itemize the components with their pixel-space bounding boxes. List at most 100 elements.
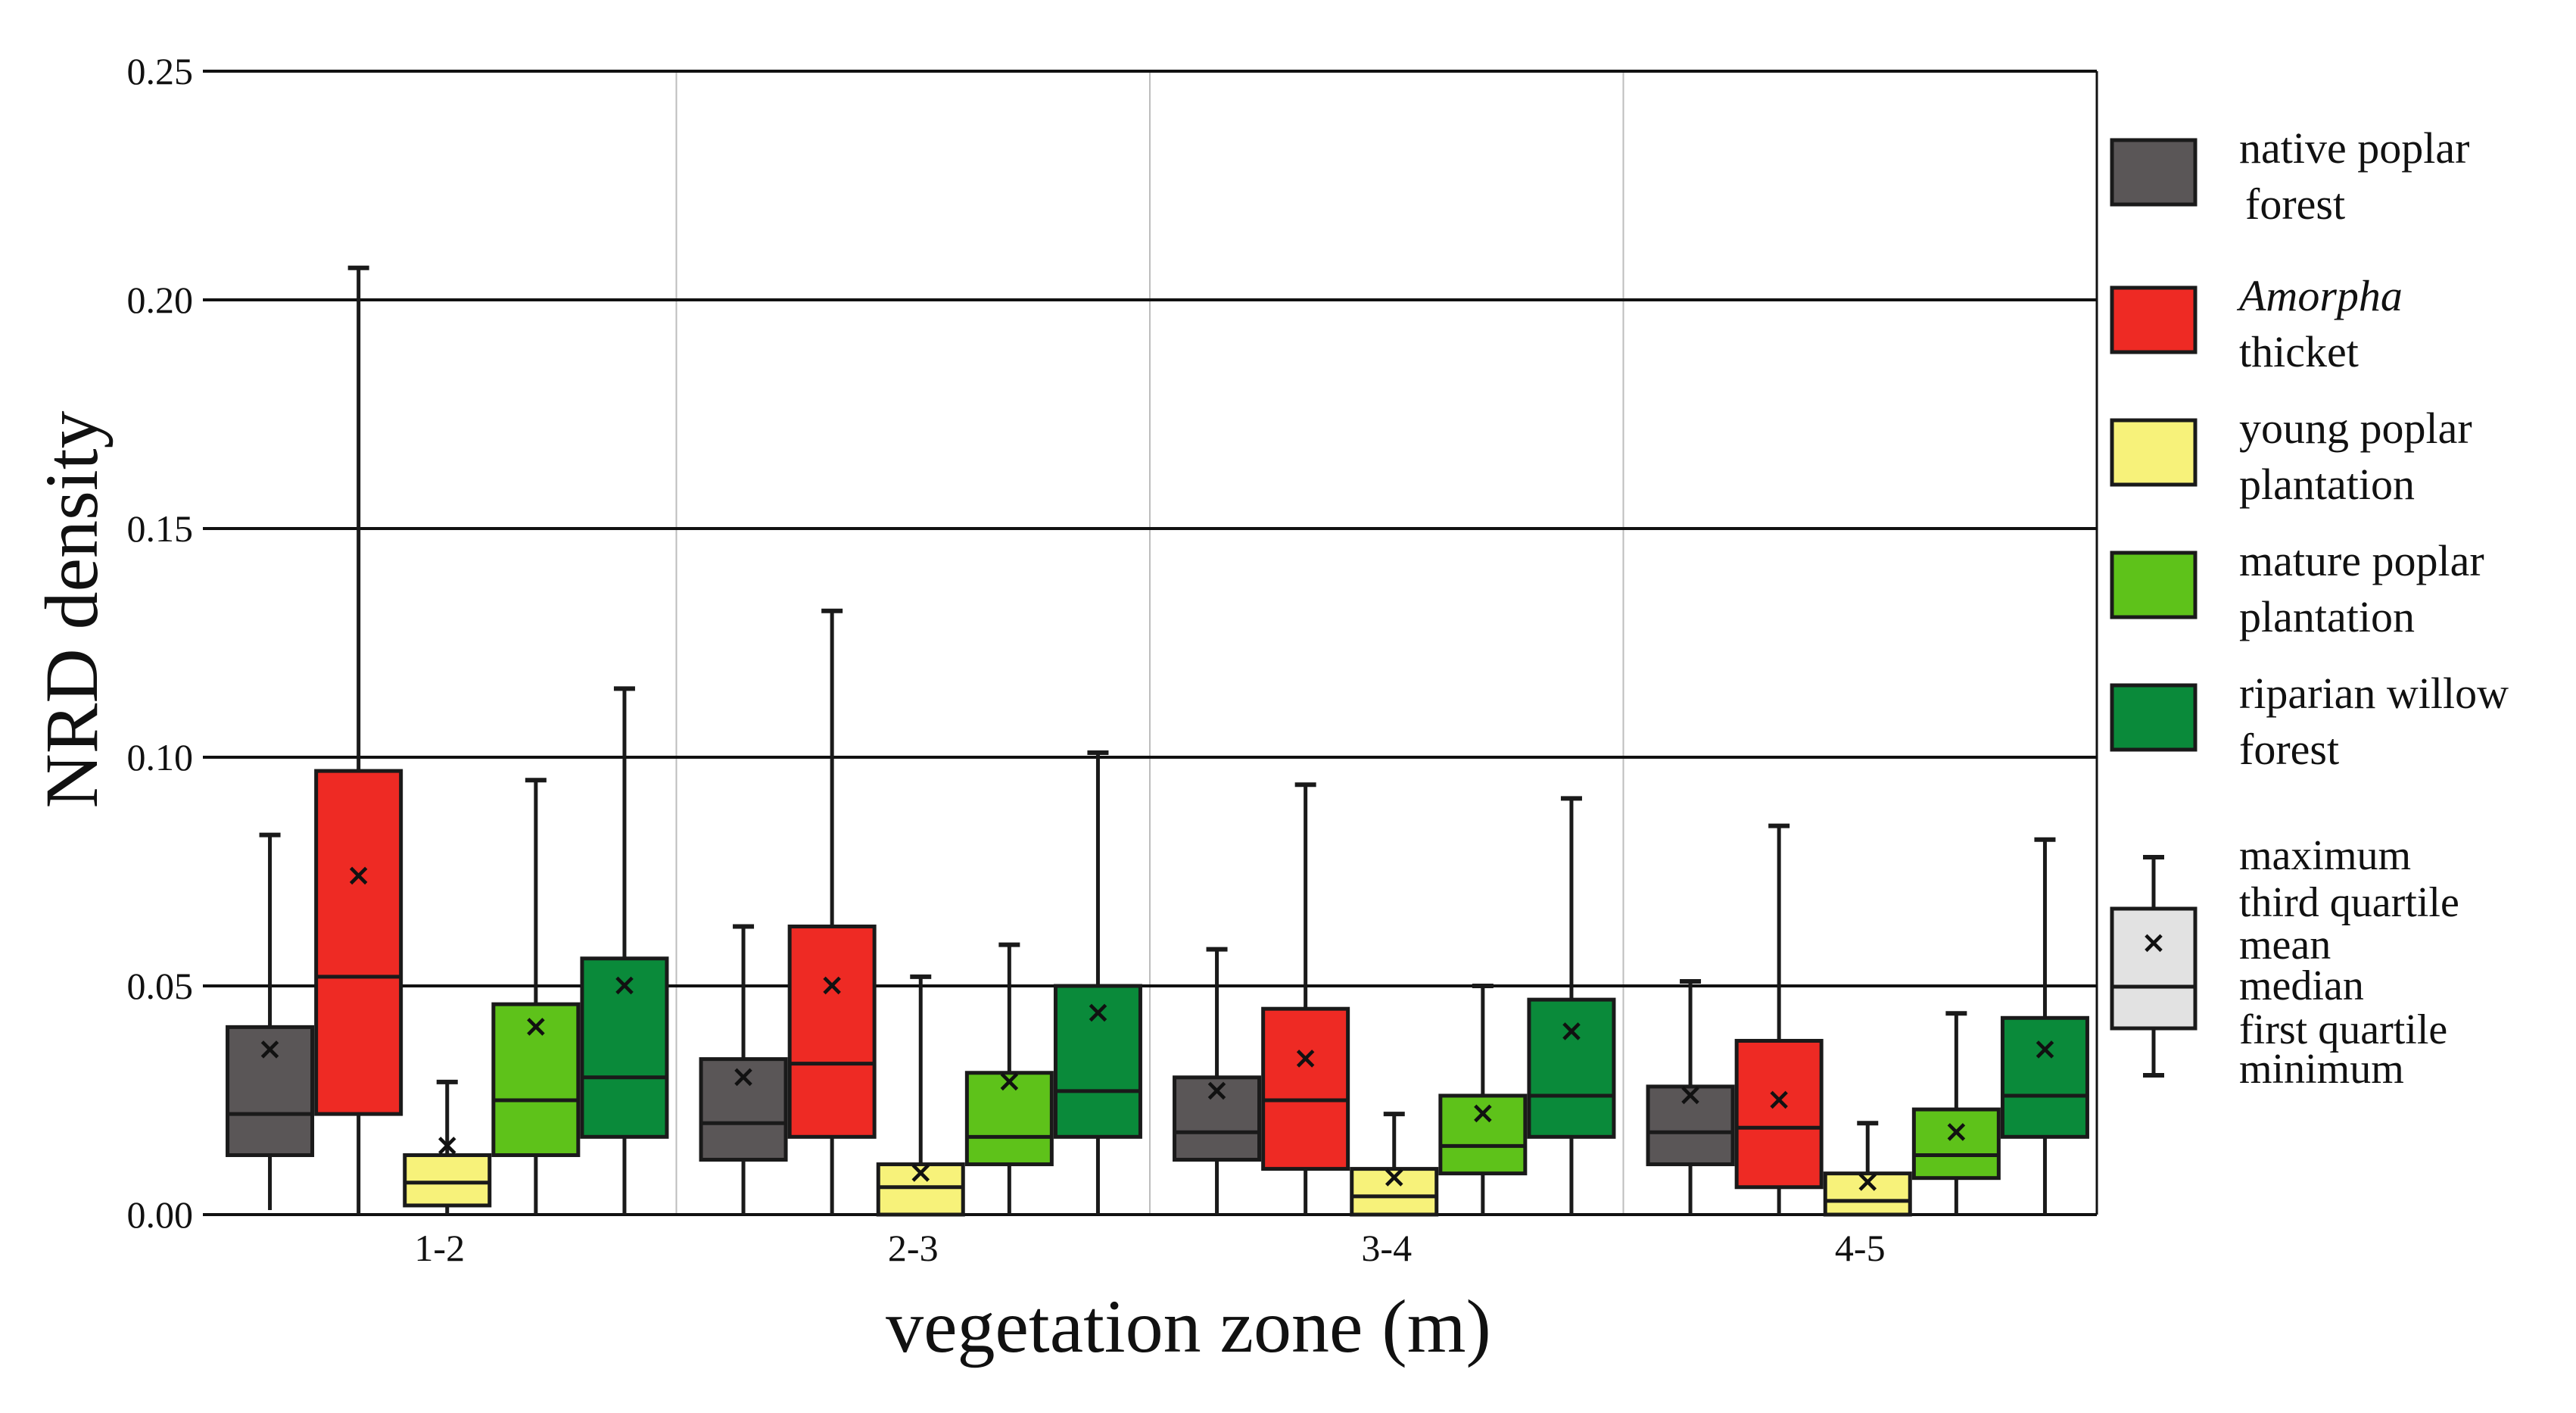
mean-marker: × [346,858,372,893]
legend-label: forest [2245,179,2345,229]
mean-marker: × [1293,1041,1319,1076]
box-2-4: × [1527,796,1616,1215]
mean-marker: × [612,968,637,1003]
box-iqr [1911,1107,2001,1181]
box-iqr [1173,1075,1262,1162]
legend: native poplar forest Amorpha thicket young p… [2110,123,2509,774]
box-iqr [1734,1038,1824,1190]
box-2-2: × [1350,1112,1439,1217]
legend-label: riparian willow [2239,669,2509,718]
key-label: mean [2239,922,2331,969]
box-2-1: × [1261,782,1350,1215]
x-tick-label: 1-2 [414,1227,465,1269]
box-3-2: × [1823,1121,1912,1217]
mean-marker: × [1944,1114,1970,1149]
box-0-1: × [314,265,403,1215]
legend-label: plantation [2239,592,2415,641]
x-axis-title: vegetation zone (m) [886,1284,1491,1368]
box-2-0: × [1173,947,1262,1215]
mean-marker: × [1086,995,1111,1030]
mean-marker: × [2032,1032,2058,1067]
key-label: minimum [2239,1046,2404,1093]
box-iqr [226,1025,315,1157]
box-3-3: × [1911,1011,2001,1215]
box-iqr [1438,1093,1528,1176]
box-iqr [964,1071,1054,1167]
mean-marker: × [435,1128,460,1162]
box-iqr [1527,997,1616,1139]
legend-label: young poplar [2239,404,2472,453]
box-iqr [403,1153,492,1208]
key-label: first quartile [2239,1006,2447,1053]
mean-marker: × [1677,1078,1703,1112]
legend-item-4: riparian willow forest [2110,669,2509,774]
box-0-2: × [403,1079,492,1215]
box-2-3: × [1438,984,1528,1215]
legend-item-2: young poplar plantation [2110,404,2472,509]
mean-marker: × [1470,1096,1496,1131]
box-0-4: × [580,686,669,1215]
key-label: third quartile [2239,879,2459,926]
legend-label: native poplar [2239,123,2469,173]
box-0-0: × [226,832,315,1210]
box-1-3: × [964,942,1054,1215]
y-tick-label: 0.20 [127,279,194,321]
mean-marker: × [1559,1013,1584,1048]
y-tick-label: 0.00 [127,1193,194,1236]
box-iqr [1053,984,1142,1139]
mean-marker: × [997,1064,1023,1099]
mean-marker: × [908,1156,933,1190]
mean-marker: × [1855,1165,1880,1199]
axes: 0.00 0.05 0.10 0.15 0.20 0.25 1-2 2-3 3-4 4-5 [127,50,2098,1269]
box-3-0: × [1646,978,1735,1215]
y-tick-label: 0.15 [127,507,194,550]
key-box [2110,906,2198,1031]
x-tick-label: 3-4 [1361,1227,1412,1269]
y-tick-label: 0.25 [127,50,194,92]
box-iqr [2000,1015,2089,1139]
box-0-3: × [491,778,581,1215]
mean-marker: × [730,1059,756,1094]
box-iqr [876,1162,965,1217]
legend-swatch [2110,138,2198,207]
legend-item-1: Amorpha thicket [2110,271,2403,376]
x-tick-label: 2-3 [888,1227,939,1269]
box-1-2: × [876,974,965,1217]
legend-label: forest [2239,725,2339,774]
box-iqr [787,924,877,1139]
mean-marker: × [257,1032,283,1067]
box-iqr [699,1057,788,1162]
legend-swatch [2110,285,2198,354]
legend-label: mature poplar [2239,536,2484,585]
legend-label: plantation [2239,460,2415,509]
mean-marker: × [819,968,845,1003]
box-iqr [491,1002,581,1157]
y-tick-label: 0.05 [127,965,194,1007]
mean-marker: × [1204,1073,1230,1108]
y-tick-label: 0.10 [127,736,194,778]
x-tick-label: 4-5 [1835,1227,1886,1269]
key-label: maximum [2239,832,2411,879]
mean-marker: × [1766,1082,1792,1117]
legend-item-0: native poplar forest [2110,123,2469,229]
box-3-1: × [1734,823,1824,1215]
box-1-4: × [1053,750,1142,1215]
key-label: median [2239,962,2364,1009]
box-1-0: × [699,924,788,1215]
box-iqr [580,956,669,1139]
legend-swatch [2110,418,2198,487]
box-3-4: × [2000,837,2089,1215]
legend-label: Amorpha [2236,271,2403,320]
box-iqr [1646,1084,1735,1167]
legend-item-3: mature poplar plantation [2110,536,2484,641]
key-mean-marker: × [2141,925,2166,960]
box-iqr [1261,1006,1350,1171]
box-iqr [314,769,403,1116]
legend-swatch [2110,551,2198,619]
box-series: × × × × × × × × × × × × × × × × × × × × [226,265,2089,1217]
legend-label: thicket [2239,327,2359,376]
legend-swatch [2110,683,2198,752]
box-1-1: × [787,608,877,1215]
